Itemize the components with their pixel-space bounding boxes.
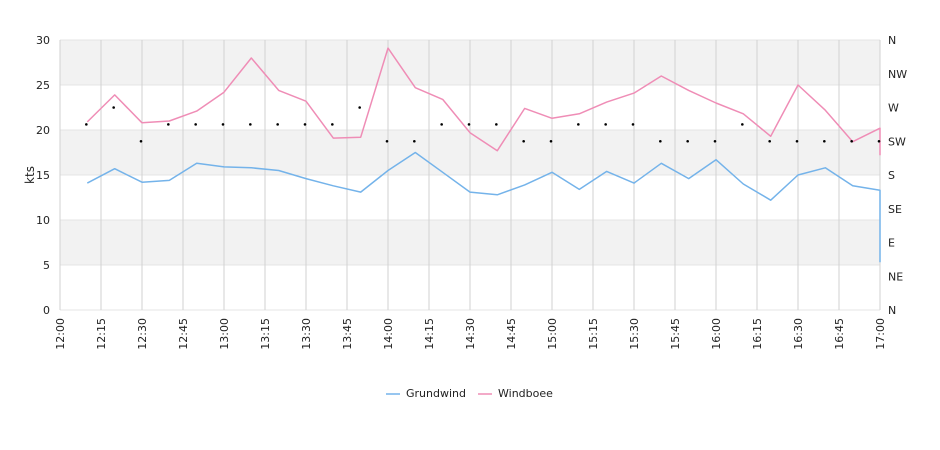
x-tick-label: 13:00: [218, 318, 231, 350]
y-tick-label: 30: [36, 34, 50, 47]
direction-marker: [850, 139, 853, 143]
x-tick-label: 12:30: [136, 318, 149, 350]
x-tick-label: 15:15: [587, 318, 600, 350]
direction-marker: [713, 139, 717, 143]
direction-marker: [221, 123, 225, 126]
direction-tick-label: S: [888, 169, 895, 182]
direction-marker: [440, 123, 443, 126]
y-tick-label: 10: [36, 214, 50, 227]
legend-label: Windboee: [498, 387, 553, 400]
direction-tick-label: SW: [888, 135, 906, 148]
direction-marker: [795, 139, 799, 143]
y-axis: 0 5 10 15 20 25 30: [36, 34, 50, 317]
direction-markers: [85, 106, 881, 143]
direction-marker: [303, 123, 307, 126]
series-lines: [86, 47, 881, 263]
x-tick-label: 14:30: [464, 318, 477, 350]
direction-marker: [276, 123, 279, 126]
direction-marker: [413, 139, 416, 143]
x-tick-label: 13:30: [300, 318, 313, 350]
x-tick-label: 13:15: [259, 318, 272, 350]
direction-marker: [249, 123, 252, 126]
direction-tick-label: E: [888, 237, 895, 250]
grid-lines: [59, 39, 881, 311]
legend: Grundwind Windboee: [386, 387, 553, 400]
direction-marker: [522, 139, 525, 143]
x-tick-label: 15:45: [669, 318, 682, 350]
y-tick-label: 20: [36, 124, 50, 137]
series-line-grundwind: [86, 151, 881, 263]
direction-marker: [577, 123, 580, 126]
direction-tick-label: SE: [888, 203, 902, 216]
direction-marker: [631, 123, 635, 126]
direction-marker: [85, 123, 88, 126]
direction-marker: [358, 106, 361, 109]
direction-marker: [112, 106, 115, 109]
direction-marker: [139, 139, 143, 143]
direction-tick-label: NE: [888, 270, 903, 283]
x-tick-label: 12:00: [54, 318, 67, 350]
direction-tick-label: N: [888, 304, 896, 317]
x-tick-label: 17:00: [874, 318, 887, 350]
y-axis-label: kts: [23, 166, 37, 184]
x-tick-label: 16:00: [710, 318, 723, 350]
x-tick-label: 16:15: [751, 318, 764, 350]
y-tick-label: 5: [43, 259, 50, 272]
series-line-windboee: [86, 47, 881, 156]
direction-tick-label: N: [888, 34, 896, 47]
x-tick-label: 13:45: [341, 318, 354, 350]
direction-tick-label: NW: [888, 68, 907, 81]
x-tick-label: 16:45: [833, 318, 846, 350]
direction-marker: [549, 139, 553, 143]
x-tick-label: 12:15: [95, 318, 108, 350]
direction-marker: [768, 139, 771, 143]
direction-marker: [194, 123, 197, 126]
x-tick-label: 16:30: [792, 318, 805, 350]
x-tick-label: 15:30: [628, 318, 641, 350]
x-tick-label: 15:00: [546, 318, 559, 350]
direction-marker: [877, 139, 881, 143]
direction-marker: [659, 139, 662, 143]
x-tick-label: 14:00: [382, 318, 395, 350]
x-tick-label: 12:45: [177, 318, 190, 350]
x-axis: 12:00 12:15 12:30 12:45 13:00 13:15 13:30 13:45…: [54, 318, 887, 350]
legend-label: Grundwind: [406, 387, 466, 400]
direction-axis: N NE E SE S SW W NW N: [888, 34, 907, 317]
y-tick-label: 0: [43, 304, 50, 317]
direction-marker: [167, 123, 170, 126]
x-tick-label: 14:45: [505, 318, 518, 350]
direction-marker: [467, 123, 471, 126]
direction-marker: [331, 123, 334, 126]
y-tick-label: 25: [36, 79, 50, 92]
direction-marker: [385, 139, 389, 143]
direction-marker: [686, 139, 689, 143]
y-tick-label: 15: [36, 169, 50, 182]
direction-marker: [741, 123, 744, 126]
direction-marker: [604, 123, 607, 126]
direction-tick-label: W: [888, 102, 899, 115]
direction-marker: [823, 139, 826, 143]
direction-marker: [495, 123, 498, 126]
x-tick-label: 14:15: [423, 318, 436, 350]
